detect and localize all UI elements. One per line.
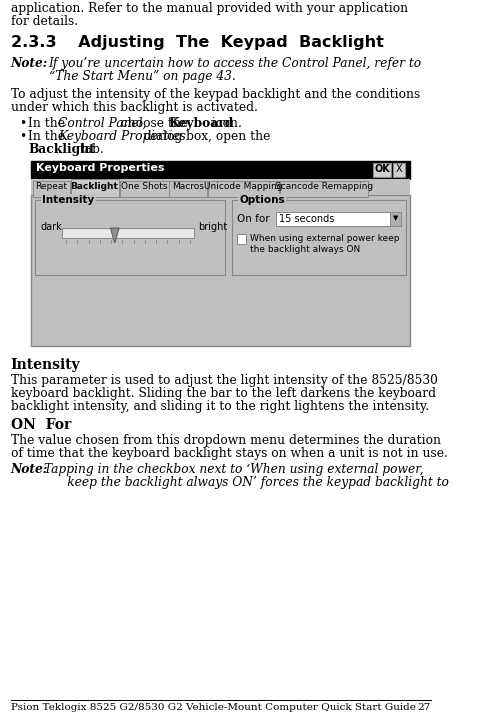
Bar — [374, 163, 391, 177]
Text: OK: OK — [374, 164, 390, 174]
Text: When using external power keep: When using external power keep — [250, 234, 400, 243]
Bar — [393, 163, 405, 177]
Text: X: X — [396, 164, 402, 174]
Text: Intensity: Intensity — [10, 358, 80, 372]
Text: Keyboard Properties: Keyboard Properties — [36, 163, 164, 173]
Text: On for: On for — [238, 214, 270, 224]
Text: Control Panel,: Control Panel, — [58, 117, 146, 130]
Text: In the: In the — [28, 130, 69, 143]
Text: Keyboard Properties: Keyboard Properties — [58, 130, 186, 143]
Text: Tapping in the checkbox next to ‘When using external power,: Tapping in the checkbox next to ‘When us… — [44, 463, 424, 476]
Text: One Shots: One Shots — [120, 182, 167, 191]
Text: 15 seconds: 15 seconds — [279, 214, 334, 224]
Text: backlight intensity, and sliding it to the right lightens the intensity.: backlight intensity, and sliding it to t… — [10, 400, 428, 413]
Bar — [170, 181, 207, 197]
Text: tab.: tab. — [72, 143, 104, 156]
Text: Repeat: Repeat — [35, 182, 67, 191]
Text: choose the: choose the — [117, 117, 192, 130]
Bar — [36, 200, 225, 275]
Text: Keyboard: Keyboard — [168, 117, 234, 130]
Text: If you’re uncertain how to access the Control Panel, refer to: If you’re uncertain how to access the Co… — [48, 57, 422, 70]
Text: for details.: for details. — [10, 15, 78, 28]
Bar — [31, 161, 410, 179]
Text: This parameter is used to adjust the light intensity of the 8525/8530: This parameter is used to adjust the lig… — [10, 374, 438, 387]
Text: dark: dark — [40, 222, 62, 232]
Text: of time that the keyboard backlight stays on when a unit is not in use.: of time that the keyboard backlight stay… — [10, 447, 448, 460]
Bar — [62, 228, 194, 238]
Text: Options: Options — [239, 195, 285, 205]
Text: keep the backlight always ON’ forces the keypad backlight to: keep the backlight always ON’ forces the… — [44, 476, 449, 489]
Bar — [238, 234, 246, 244]
Text: Psion Teklogix 8525 G2/8530 G2 Vehicle-Mount Computer Quick Start Guide: Psion Teklogix 8525 G2/8530 G2 Vehicle-M… — [10, 703, 415, 712]
Text: ▼: ▼ — [392, 215, 398, 221]
Text: To adjust the intensity of the keypad backlight and the conditions: To adjust the intensity of the keypad ba… — [10, 88, 420, 101]
Text: Unicode Mapping: Unicode Mapping — [204, 182, 283, 191]
Bar — [280, 181, 368, 197]
Bar — [31, 195, 410, 346]
Text: Backlight: Backlight — [70, 182, 118, 191]
Text: dialog box, open the: dialog box, open the — [140, 130, 270, 143]
Bar — [390, 212, 400, 226]
Bar — [31, 179, 410, 195]
Bar — [276, 212, 400, 226]
Text: 27: 27 — [418, 703, 430, 712]
Text: In the: In the — [28, 117, 69, 130]
Bar — [70, 179, 119, 197]
Text: the backlight always ON: the backlight always ON — [250, 245, 360, 254]
Bar — [32, 181, 70, 197]
Text: ON  For: ON For — [10, 418, 71, 432]
Bar — [120, 181, 168, 197]
Text: “The Start Menu” on page 43.: “The Start Menu” on page 43. — [48, 70, 236, 83]
Text: bright: bright — [198, 222, 228, 232]
Text: application. Refer to the manual provided with your application: application. Refer to the manual provide… — [10, 2, 407, 15]
Bar — [208, 181, 279, 197]
Text: The value chosen from this dropdown menu determines the duration: The value chosen from this dropdown menu… — [10, 434, 440, 447]
Text: •: • — [20, 117, 26, 130]
Text: Macros: Macros — [172, 182, 204, 191]
Bar — [232, 200, 406, 275]
Text: Note:: Note: — [10, 57, 48, 70]
Text: Note:: Note: — [10, 463, 48, 476]
Polygon shape — [110, 228, 119, 243]
Text: Intensity: Intensity — [42, 195, 94, 205]
Text: •: • — [20, 130, 26, 143]
Text: Backlight: Backlight — [28, 143, 95, 156]
Text: keyboard backlight. Sliding the bar to the left darkens the keyboard: keyboard backlight. Sliding the bar to t… — [10, 387, 436, 400]
Text: icon.: icon. — [204, 117, 242, 130]
Text: 2.3.3  Adjusting  The  Keypad  Backlight: 2.3.3 Adjusting The Keypad Backlight — [10, 35, 384, 50]
Text: Scancode Remapping: Scancode Remapping — [275, 182, 373, 191]
Text: under which this backlight is activated.: under which this backlight is activated. — [10, 101, 258, 114]
